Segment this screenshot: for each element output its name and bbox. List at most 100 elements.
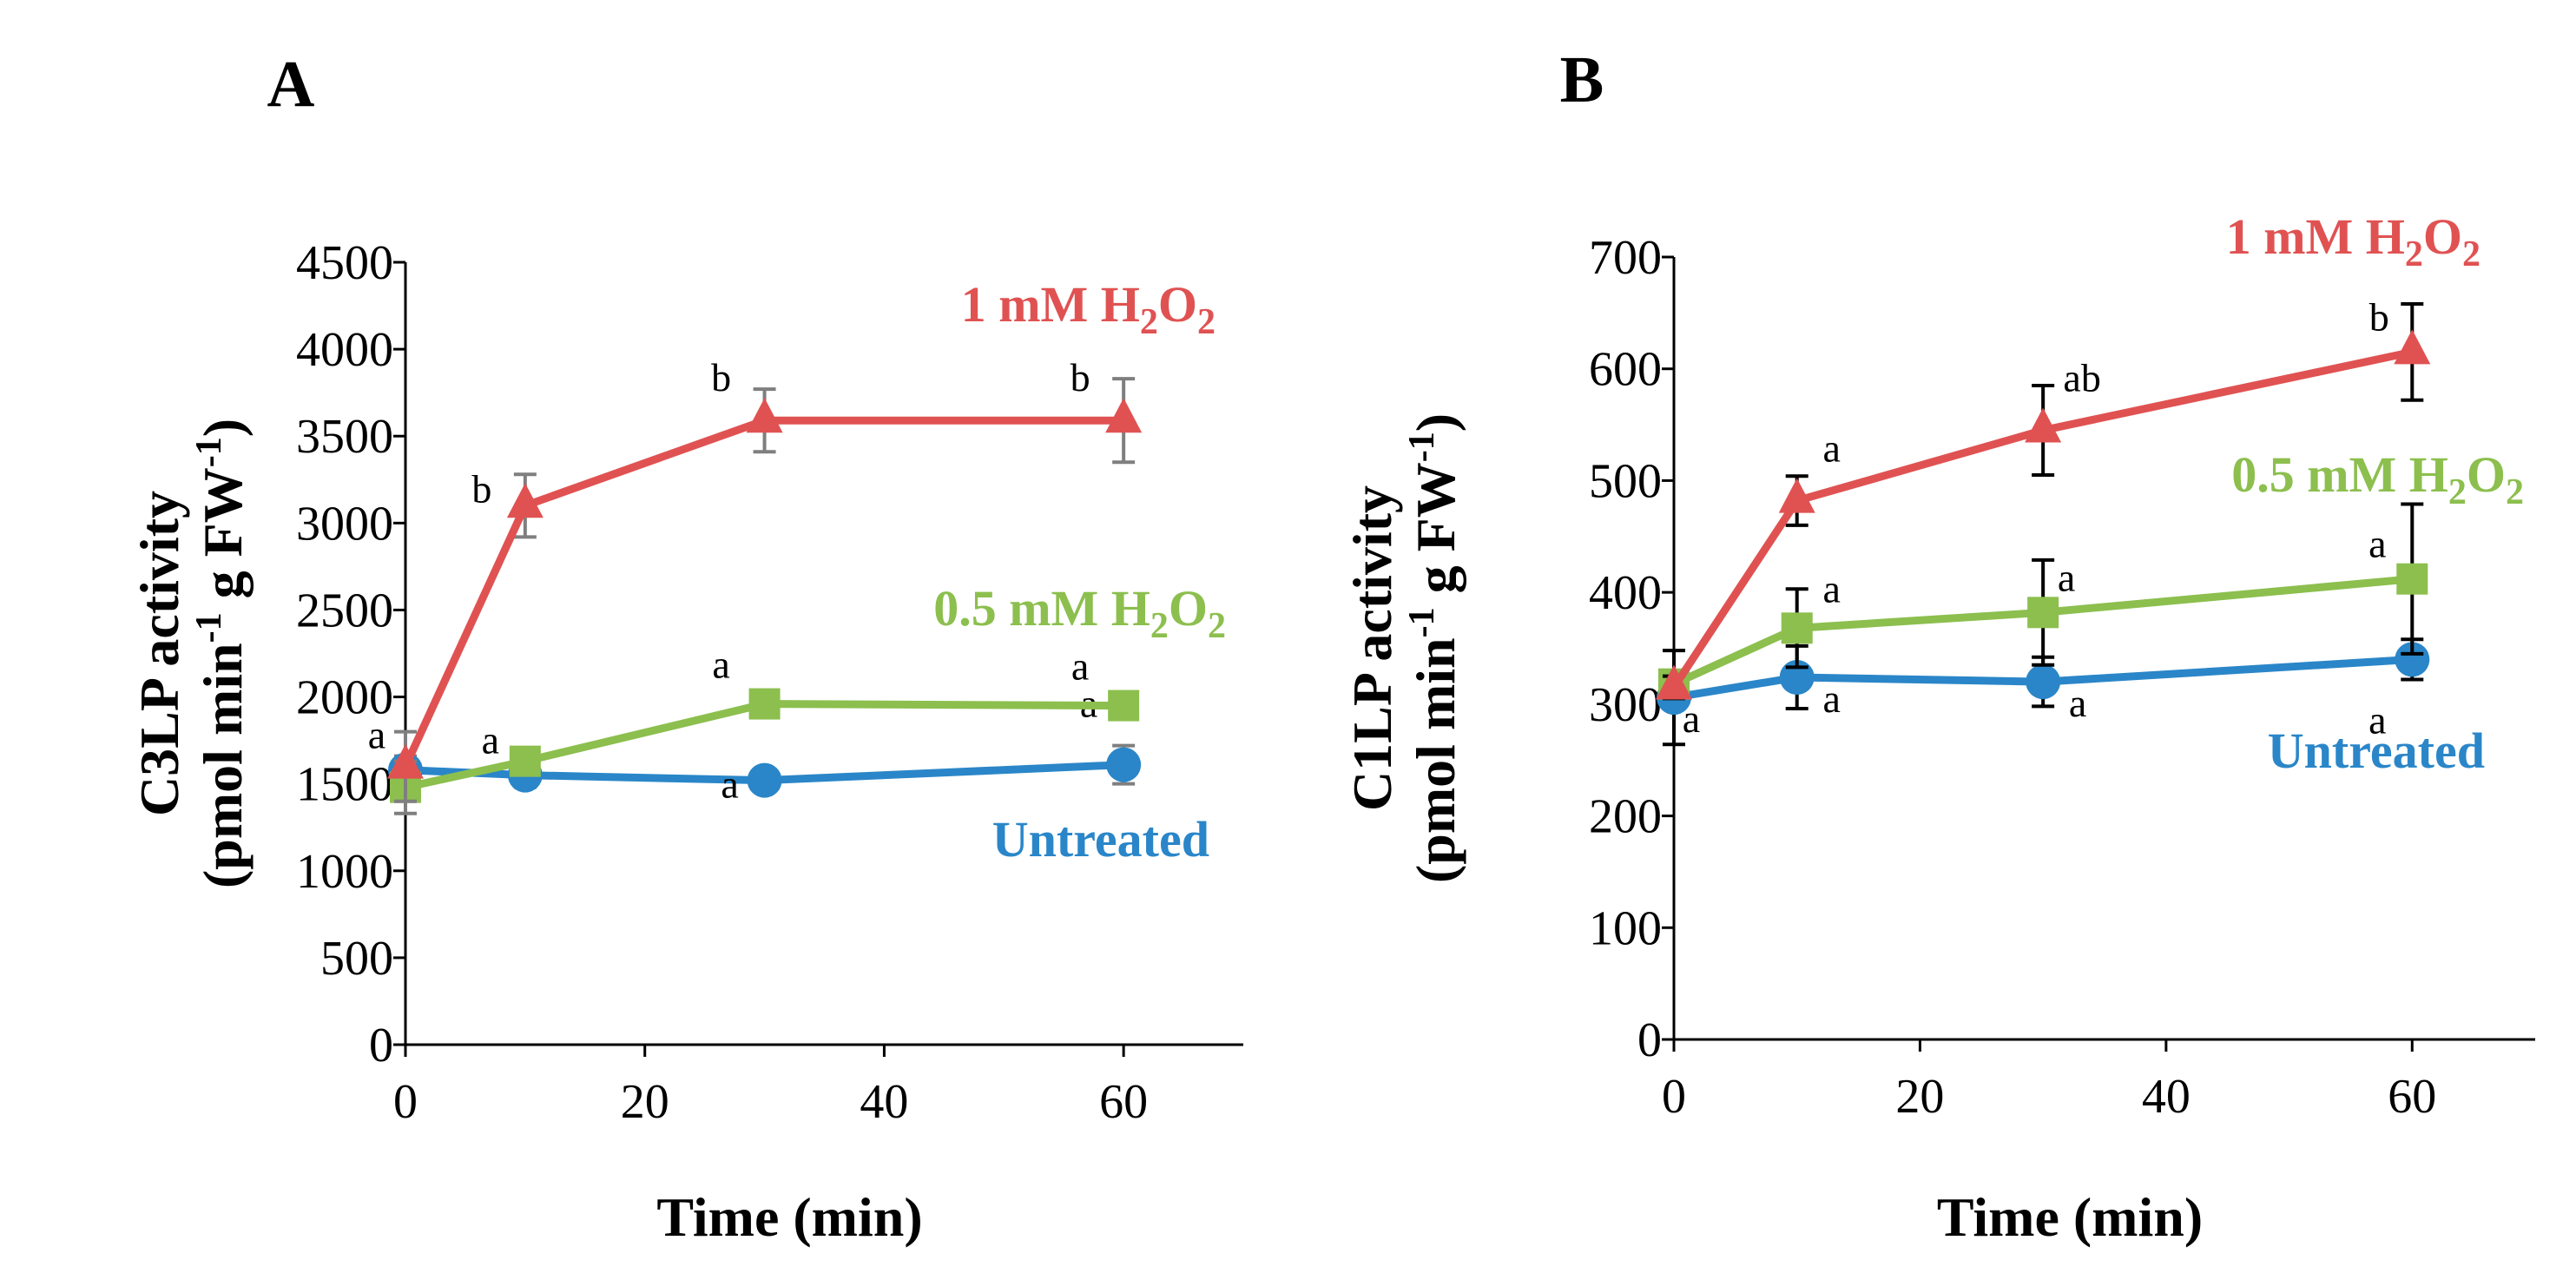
y-tick-label: 400 bbox=[1589, 566, 1662, 620]
legend-label-part: 0.5 mM H bbox=[933, 580, 1150, 637]
significance-label: a bbox=[712, 643, 729, 687]
data-point-square bbox=[1781, 612, 1813, 644]
x-tick-label: 0 bbox=[1662, 1070, 1686, 1124]
legend-label-part: 0.5 mM H bbox=[2231, 446, 2448, 503]
data-point-triangle bbox=[506, 483, 544, 518]
series-line-green bbox=[405, 700, 1124, 792]
chart-panel-b: B 0 100 200 300 400 500 600 700 0 20 40 60 Time (min)… bbox=[1341, 43, 2535, 1248]
y-units-superscript: -1 bbox=[189, 612, 229, 643]
y-tick-label: 700 bbox=[1589, 231, 1662, 285]
data-point-square bbox=[2027, 597, 2059, 629]
legend-label-subscript: 2 bbox=[1208, 606, 1226, 646]
significance-label: a bbox=[1071, 644, 1089, 689]
y-units-part: g FW bbox=[1405, 462, 1466, 607]
y-tick-label: 100 bbox=[1589, 901, 1662, 955]
data-point-triangle bbox=[1778, 478, 1815, 513]
x-tick-label: 0 bbox=[393, 1075, 418, 1129]
y-axis-title: C1LP activity bbox=[1341, 485, 1403, 811]
series-line-red bbox=[401, 416, 1124, 769]
series-red: bb b1 mM H2O2 bbox=[387, 276, 1216, 803]
x-tick-label: 20 bbox=[621, 1075, 669, 1129]
panel-label: A bbox=[267, 48, 315, 121]
significance-label: ab bbox=[2063, 356, 2100, 400]
x-axis-title: Time (min) bbox=[1937, 1186, 2203, 1248]
data-point-square bbox=[748, 688, 781, 720]
data-point-triangle bbox=[2025, 407, 2062, 443]
legend-label-green: 0.5 mM H2O2 bbox=[933, 580, 1226, 646]
series-red: a ab b 1 mM H2O2 bbox=[1656, 208, 2480, 701]
legend-label-subscript: 2 bbox=[1197, 302, 1216, 342]
y-tick-label: 3500 bbox=[296, 410, 393, 464]
y-tick-label: 0 bbox=[1637, 1013, 1662, 1067]
legend-label-part: Untreated bbox=[992, 811, 1209, 868]
data-point-circle bbox=[747, 762, 782, 798]
legend-label-part: 1 mM H bbox=[961, 276, 1140, 333]
series-line-blue bbox=[1673, 655, 2413, 702]
y-axis-units: (pmol min-1 g FW-1) bbox=[189, 419, 254, 888]
y-units-part: (pmol min bbox=[192, 643, 254, 888]
y-tick-label: 2000 bbox=[296, 671, 393, 725]
series-line-red bbox=[1670, 348, 2414, 690]
legend-label-subscript: 2 bbox=[1150, 606, 1169, 646]
legend-label-red: 1 mM H2O2 bbox=[2226, 208, 2480, 274]
x-tick-label: 60 bbox=[2388, 1070, 2436, 1124]
y-units-part: g FW bbox=[192, 467, 254, 612]
series-line-green bbox=[1672, 575, 2413, 688]
y-tick-label: 3000 bbox=[296, 497, 393, 551]
y-tick-label: 500 bbox=[1589, 454, 1662, 508]
data-point-square bbox=[1108, 689, 1140, 722]
legend-label-part: O bbox=[1158, 276, 1197, 333]
y-tick-label: 500 bbox=[320, 932, 393, 986]
legend-label-subscript: 2 bbox=[2448, 472, 2467, 512]
significance-label: a bbox=[1683, 696, 1700, 741]
legend-label-blue: Untreated bbox=[992, 811, 1209, 868]
data-point-square bbox=[509, 745, 541, 777]
legend-label-part: Untreated bbox=[2268, 722, 2485, 779]
significance-label: b bbox=[1071, 355, 1090, 399]
significance-label: a bbox=[2058, 555, 2075, 599]
data-point-triangle bbox=[1105, 398, 1143, 433]
x-tick-label: 60 bbox=[1099, 1075, 1148, 1129]
significance-label: a bbox=[2368, 522, 2386, 566]
data-point-triangle bbox=[1656, 664, 1692, 700]
significance-label: a bbox=[2069, 681, 2086, 725]
y-units-part: (pmol min bbox=[1405, 637, 1466, 883]
legend-label-part: O bbox=[2467, 446, 2506, 503]
legend-label-red: 1 mM H2O2 bbox=[961, 276, 1216, 342]
y-units-superscript: -1 bbox=[1402, 432, 1442, 462]
significance-label: a bbox=[368, 713, 385, 757]
y-tick-label: 0 bbox=[369, 1019, 393, 1072]
legend-label-part: O bbox=[2423, 208, 2462, 265]
y-tick-label: 4000 bbox=[296, 323, 393, 377]
significance-label: a bbox=[2368, 697, 2386, 742]
y-tick-label: 300 bbox=[1589, 678, 1662, 732]
significance-label: b bbox=[711, 355, 731, 399]
x-tick-label: 40 bbox=[860, 1075, 908, 1129]
y-units-part: ) bbox=[1405, 413, 1466, 432]
significance-label: a bbox=[1823, 566, 1841, 610]
y-tick-label: 1500 bbox=[296, 758, 393, 812]
y-tick-label: 200 bbox=[1589, 790, 1662, 844]
significance-label: a bbox=[721, 762, 738, 807]
x-tick-label: 20 bbox=[1895, 1070, 1944, 1124]
series-green: a a0.5 mM H2O2 bbox=[390, 580, 1226, 815]
data-point-circle bbox=[1106, 747, 1142, 782]
significance-label: b bbox=[2369, 294, 2389, 339]
y-tick-label: 1000 bbox=[296, 845, 393, 899]
series-green: a aa0.5 mM H2O2 bbox=[1658, 446, 2524, 700]
y-axis-title: C3LP activity bbox=[128, 491, 190, 816]
legend-label-subscript: 2 bbox=[2462, 234, 2480, 274]
y-units-superscript: -1 bbox=[189, 437, 229, 467]
legend-label-blue: Untreated bbox=[2268, 722, 2485, 779]
panel-label: B bbox=[1560, 43, 1604, 116]
data-point-triangle bbox=[746, 398, 783, 433]
significance-label: a bbox=[1823, 426, 1841, 471]
data-point-square bbox=[2396, 563, 2428, 595]
legend-label-subscript: 2 bbox=[2405, 234, 2423, 274]
legend-label-subscript: 2 bbox=[1140, 302, 1158, 342]
data-point-triangle bbox=[387, 743, 424, 779]
data-point-triangle bbox=[2394, 329, 2431, 365]
